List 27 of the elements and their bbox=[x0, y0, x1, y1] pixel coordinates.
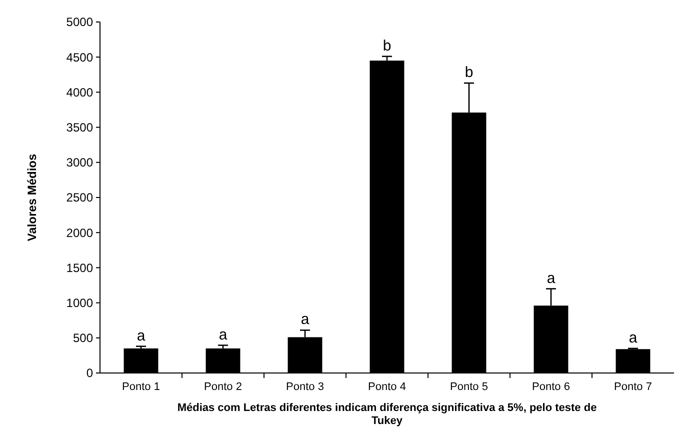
y-tick-label: 1000 bbox=[66, 296, 94, 310]
x-tick-label: Ponto 2 bbox=[204, 381, 242, 393]
annotation: a bbox=[300, 311, 310, 328]
y-tick-label: 3500 bbox=[66, 120, 94, 134]
annotation: a bbox=[218, 326, 228, 344]
y-tick-label: 4500 bbox=[66, 50, 94, 64]
y-tick-label: 500 bbox=[72, 331, 94, 346]
annotation: b bbox=[464, 64, 474, 82]
annotation: a bbox=[136, 327, 146, 344]
x-tick-label: Ponto 7 bbox=[614, 381, 652, 393]
y-tick-label: 3000 bbox=[66, 156, 94, 170]
y-tick-label: 2000 bbox=[66, 226, 94, 240]
annotation: a bbox=[628, 329, 638, 346]
y-axis-title: Valores Médios bbox=[25, 153, 39, 242]
y-tick-label: 2500 bbox=[66, 190, 94, 205]
x-tick-label: Ponto 1 bbox=[122, 381, 160, 393]
x-axis-title: Médias com Letras diferentes indicam diferença significativa a 5%, pelo teste de Tukey bbox=[177, 402, 597, 427]
x-tick-label: Ponto 6 bbox=[532, 381, 570, 393]
annotation: b bbox=[382, 37, 392, 54]
x-tick-label: Ponto 3 bbox=[286, 381, 324, 393]
x-tick-label: Ponto 4 bbox=[368, 381, 406, 393]
y-tick-label: 4000 bbox=[66, 85, 94, 100]
x-tick-label: Ponto 5 bbox=[450, 381, 488, 393]
annotation: a bbox=[546, 270, 556, 287]
y-tick-label: 1500 bbox=[66, 260, 94, 275]
y-tick-label: 0 bbox=[86, 366, 94, 380]
y-tick-label: 5000 bbox=[66, 15, 94, 30]
